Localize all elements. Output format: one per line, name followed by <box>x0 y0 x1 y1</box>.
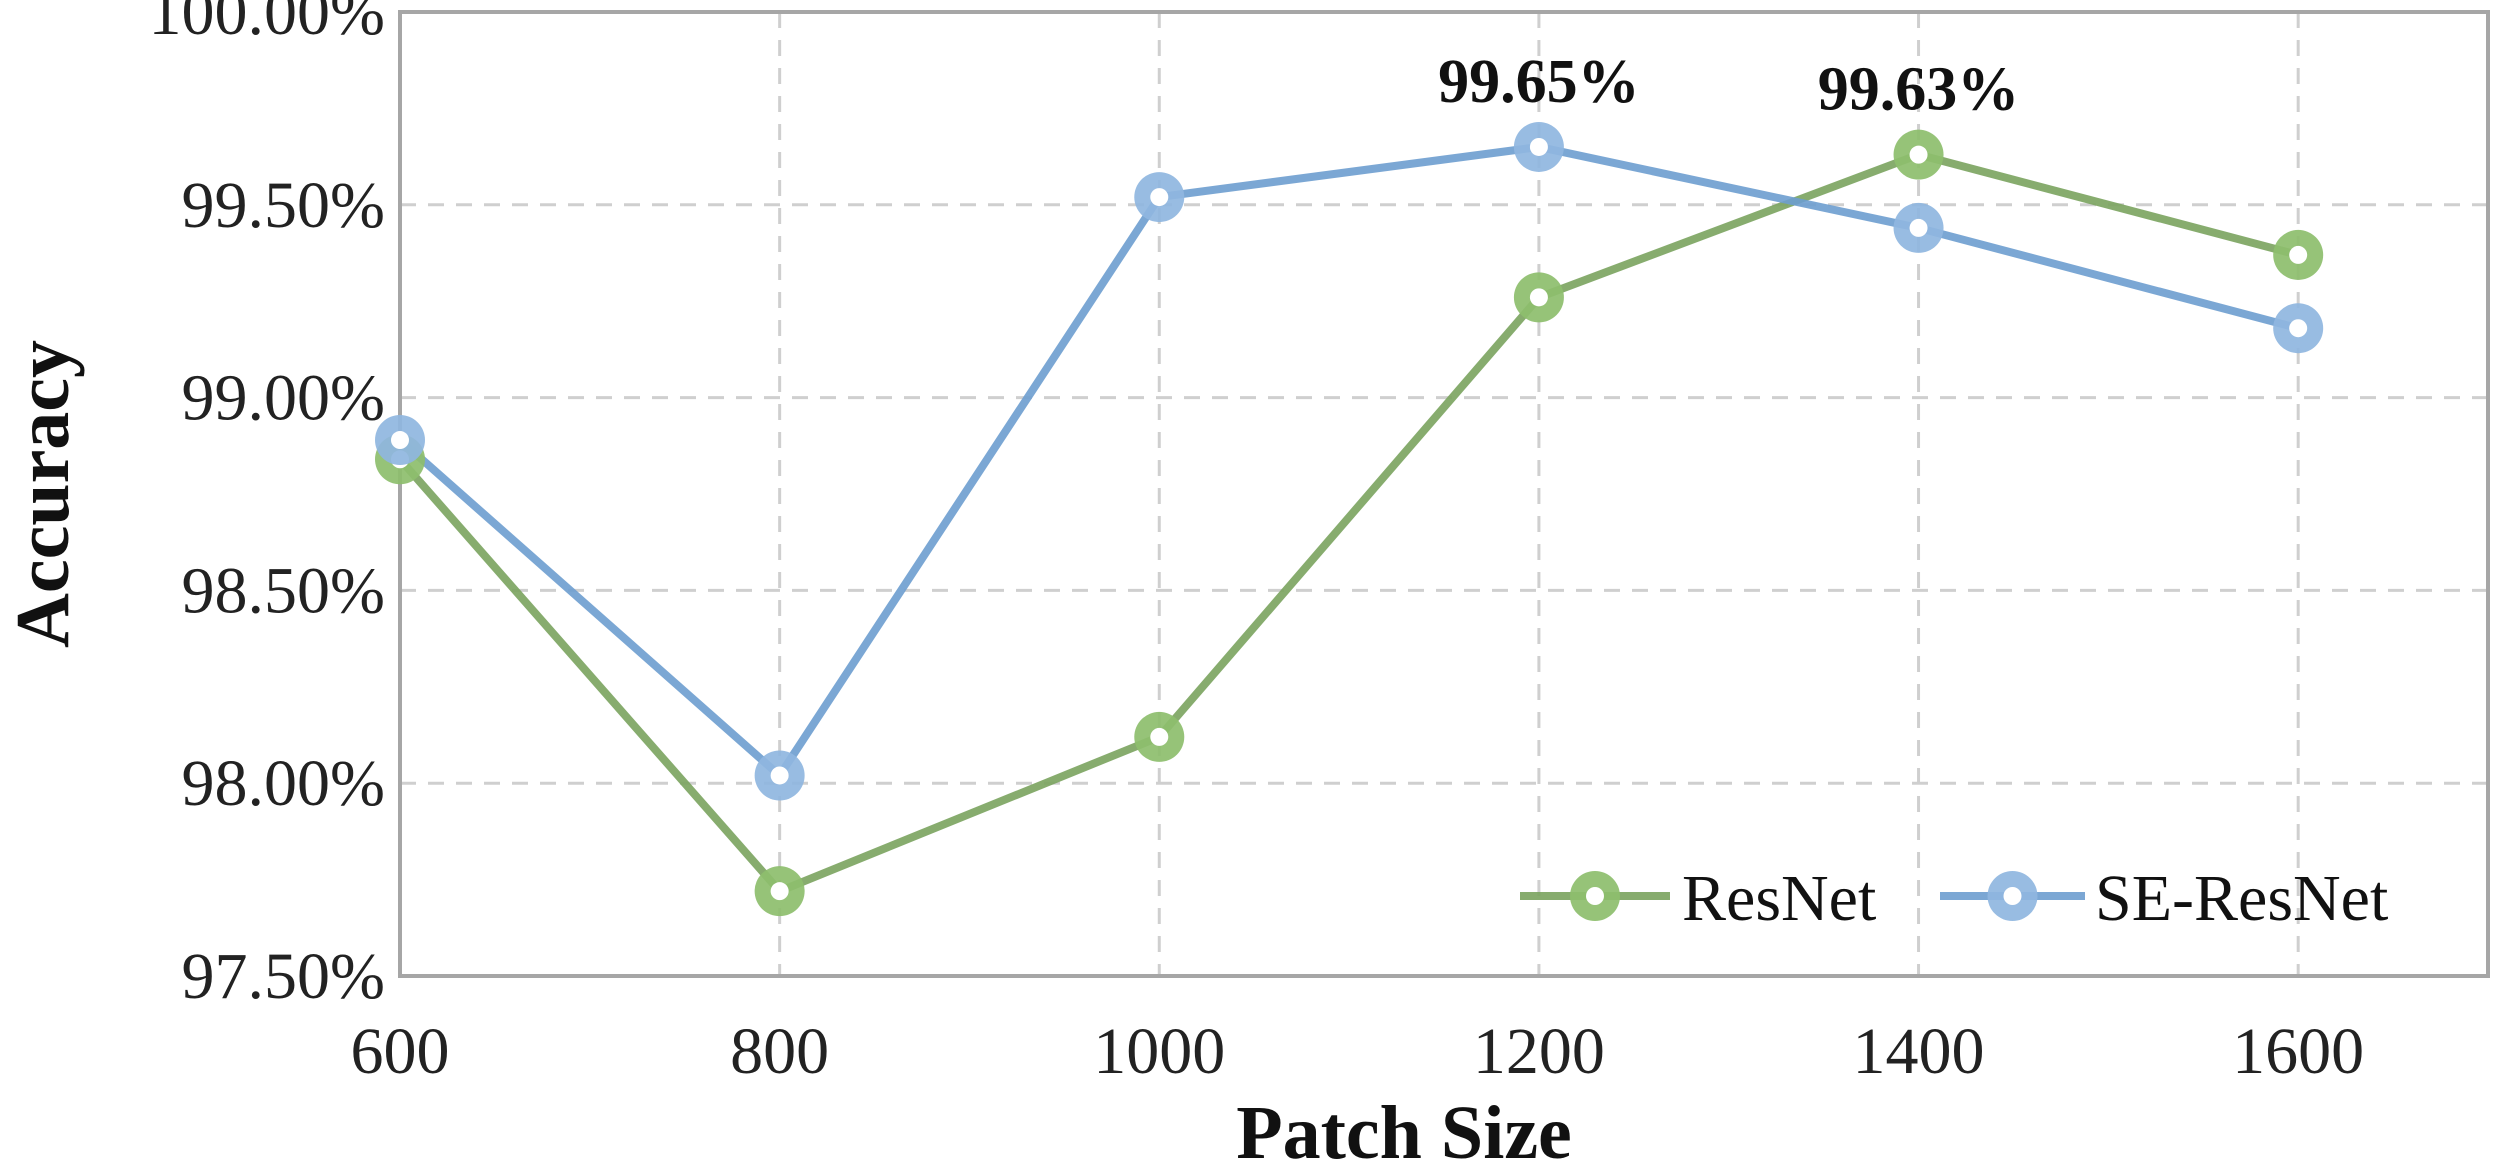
y-tick-label: 99.50% <box>182 169 385 242</box>
marker-inner <box>1529 288 1548 307</box>
marker-inner <box>2289 245 2308 264</box>
legend: ResNet SE-ResNet <box>1520 862 2388 935</box>
x-tick-label: 800 <box>730 1015 829 1088</box>
x-tick-label: 600 <box>351 1015 450 1088</box>
legend-label: ResNet <box>1682 862 1876 935</box>
legend-label: SE-ResNet <box>2095 862 2388 935</box>
plot-frame <box>398 10 2490 978</box>
marker-inner <box>1909 145 1928 164</box>
y-tick-label: 97.50% <box>182 940 385 1013</box>
x-tick-label: 1400 <box>1853 1015 1985 1088</box>
data-point <box>1134 172 1185 223</box>
series-line <box>396 150 2300 896</box>
y-axis-title: Accuracy <box>1 340 85 648</box>
grid-lines <box>400 12 2488 976</box>
data-point <box>1893 129 1944 180</box>
x-tick-label: 1600 <box>2232 1015 2364 1088</box>
series-lines <box>375 121 2324 917</box>
x-tick-label: 1000 <box>1093 1015 1225 1088</box>
marker-inner <box>1909 218 1928 237</box>
series-line <box>397 142 2300 780</box>
data-point <box>2273 229 2324 280</box>
data-point <box>2273 303 2324 354</box>
y-axis-ticks: 97.50% 98.00% 98.50% 99.00% 99.50% 100.00% <box>149 0 385 1013</box>
marker-inner <box>1529 137 1548 156</box>
data-label: 99.65% <box>1438 48 1640 116</box>
marker-inner <box>770 882 789 901</box>
data-point <box>1513 272 1564 323</box>
data-point <box>754 866 805 917</box>
marker-inner <box>391 431 409 450</box>
legend-item: ResNet <box>1520 862 1876 935</box>
data-point <box>754 750 805 801</box>
marker-inner <box>770 766 789 785</box>
legend-marker-inner <box>2003 887 2022 905</box>
legend-item: SE-ResNet <box>1940 862 2388 935</box>
x-axis-ticks: 600 800 1000 1200 1400 1600 <box>351 1015 2365 1088</box>
data-point <box>1513 121 1564 172</box>
legend-marker-inner <box>1586 887 1604 905</box>
data-point <box>1893 202 1944 253</box>
y-tick-label: 100.00% <box>149 0 385 49</box>
marker-inner <box>2289 319 2308 338</box>
x-tick-label: 1200 <box>1473 1015 1605 1088</box>
y-tick-label: 99.00% <box>182 362 385 435</box>
marker-inner <box>1150 188 1169 207</box>
y-tick-label: 98.00% <box>182 747 385 820</box>
x-axis-title: Patch Size <box>1236 1091 1572 1169</box>
data-point <box>1134 711 1185 762</box>
marker-inner <box>1150 727 1169 746</box>
y-tick-label: 98.50% <box>182 554 385 627</box>
data-label: 99.63% <box>1818 56 2020 124</box>
data-point <box>375 415 425 466</box>
data-labels: 99.65% 99.63% <box>1438 48 2019 124</box>
